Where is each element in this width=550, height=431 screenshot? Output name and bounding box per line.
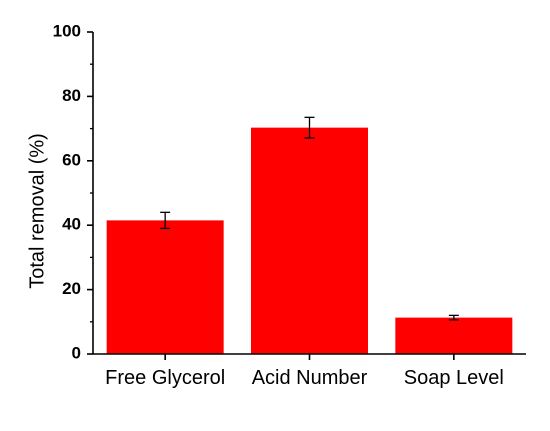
y-tick-label: 20 xyxy=(62,279,81,298)
axes-layer: Free Glycerol Acid Number Soap Level 0 20 40 6… xyxy=(53,21,526,389)
x-tick-label: Acid Number xyxy=(252,367,368,389)
y-tick-label: 40 xyxy=(62,215,81,234)
x-tick-label: Free Glycerol xyxy=(105,367,225,389)
bar-acid-number xyxy=(251,127,368,354)
x-tick-label: Soap Level xyxy=(404,367,504,389)
bars-layer xyxy=(106,127,513,354)
y-axis-title: Total removal (%) xyxy=(26,133,48,289)
error-bar xyxy=(448,314,459,321)
y-tick-label: 0 xyxy=(72,343,81,362)
error-bars-layer xyxy=(160,116,459,321)
bar-soap-level xyxy=(395,317,513,354)
error-bar xyxy=(160,211,171,230)
y-tick-label: 80 xyxy=(62,86,81,105)
error-bar xyxy=(304,116,315,139)
y-tick-label: 100 xyxy=(53,21,81,40)
y-tick-label: 60 xyxy=(62,150,81,169)
bar-free-glycerol xyxy=(106,220,224,354)
